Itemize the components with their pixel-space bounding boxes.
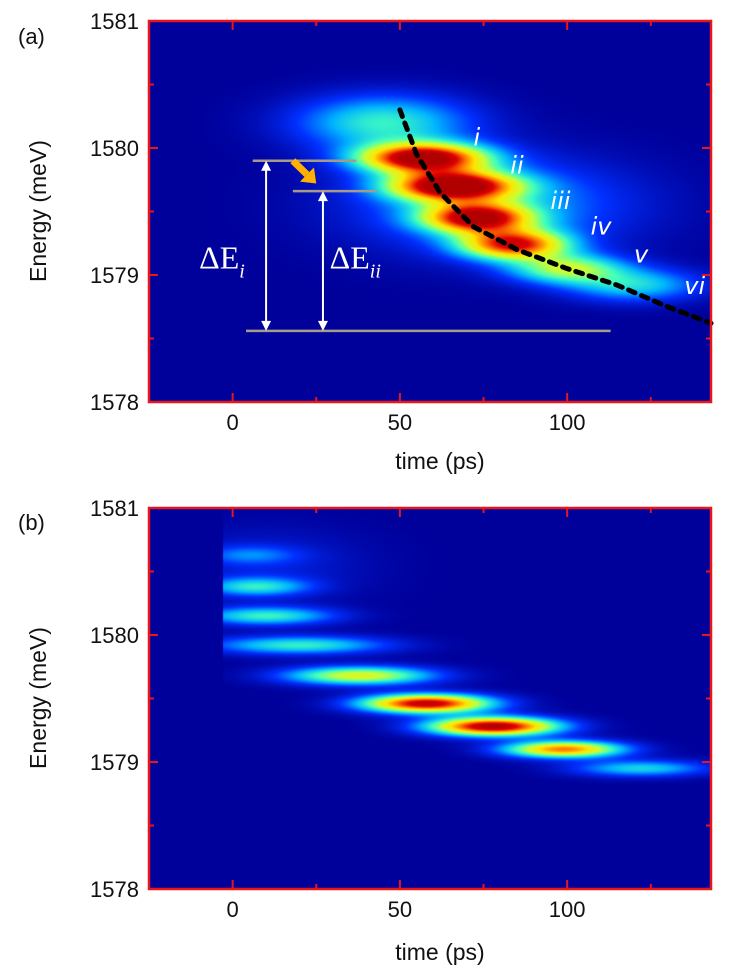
plot-b-axes: 0 50 100 1578 1579 1580 1581 [90,496,713,922]
x-axis-label-b: time (ps) [395,939,484,965]
y-tick-label: 1579 [90,263,139,288]
x-tick-label: 50 [388,897,412,922]
peak-label-ii: ii [510,151,524,179]
x-tick-label: 100 [549,410,586,435]
heatmap-image-a [149,21,711,402]
heatmap-image-b [149,508,711,889]
y-axis-label-b: Energy (meV) [25,627,51,769]
delta-e-arrow-i [261,160,272,331]
x-axis-label-a: time (ps) [395,448,484,474]
panel-b-tag: (b) [18,510,45,535]
energy-shift-pointer [290,158,317,184]
plot-a-axes: 0 50 100 1578 1579 1580 1581 [90,9,713,435]
delta-e-subscript-i: i [239,261,245,283]
x-tick-label: 100 [549,897,586,922]
delta-e-arrow-ii [317,191,328,331]
panel-b: (b) 0 50 100 1578 1579 1580 1581 time (ps) Ene… [18,496,713,965]
peak-label-i: i [473,123,480,151]
delta-e-subscript-ii: ii [370,261,381,283]
y-tick-label: 1578 [90,390,139,415]
trend-line [397,107,714,326]
x-tick-label: 0 [227,410,239,435]
y-tick-label: 1580 [90,623,139,648]
y-tick-label: 1580 [90,136,139,161]
y-tick-label: 1581 [90,496,139,521]
peak-label-vi: vi [684,272,705,300]
peak-label-iii: iii [550,187,570,215]
delta-e-label-i: ΔEi [199,240,245,283]
y-tick-label: 1581 [90,9,139,34]
peak-label-v: v [634,240,649,268]
y-axis-label-a: Energy (meV) [25,140,51,282]
y-tick-label: 1579 [90,750,139,775]
x-tick-label: 0 [227,897,239,922]
panel-a-tag: (a) [18,24,45,49]
plot-b-heatmap [149,508,711,889]
peak-label-iv: iv [591,212,613,240]
x-tick-label: 50 [388,410,412,435]
y-tick-label: 1578 [90,877,139,902]
